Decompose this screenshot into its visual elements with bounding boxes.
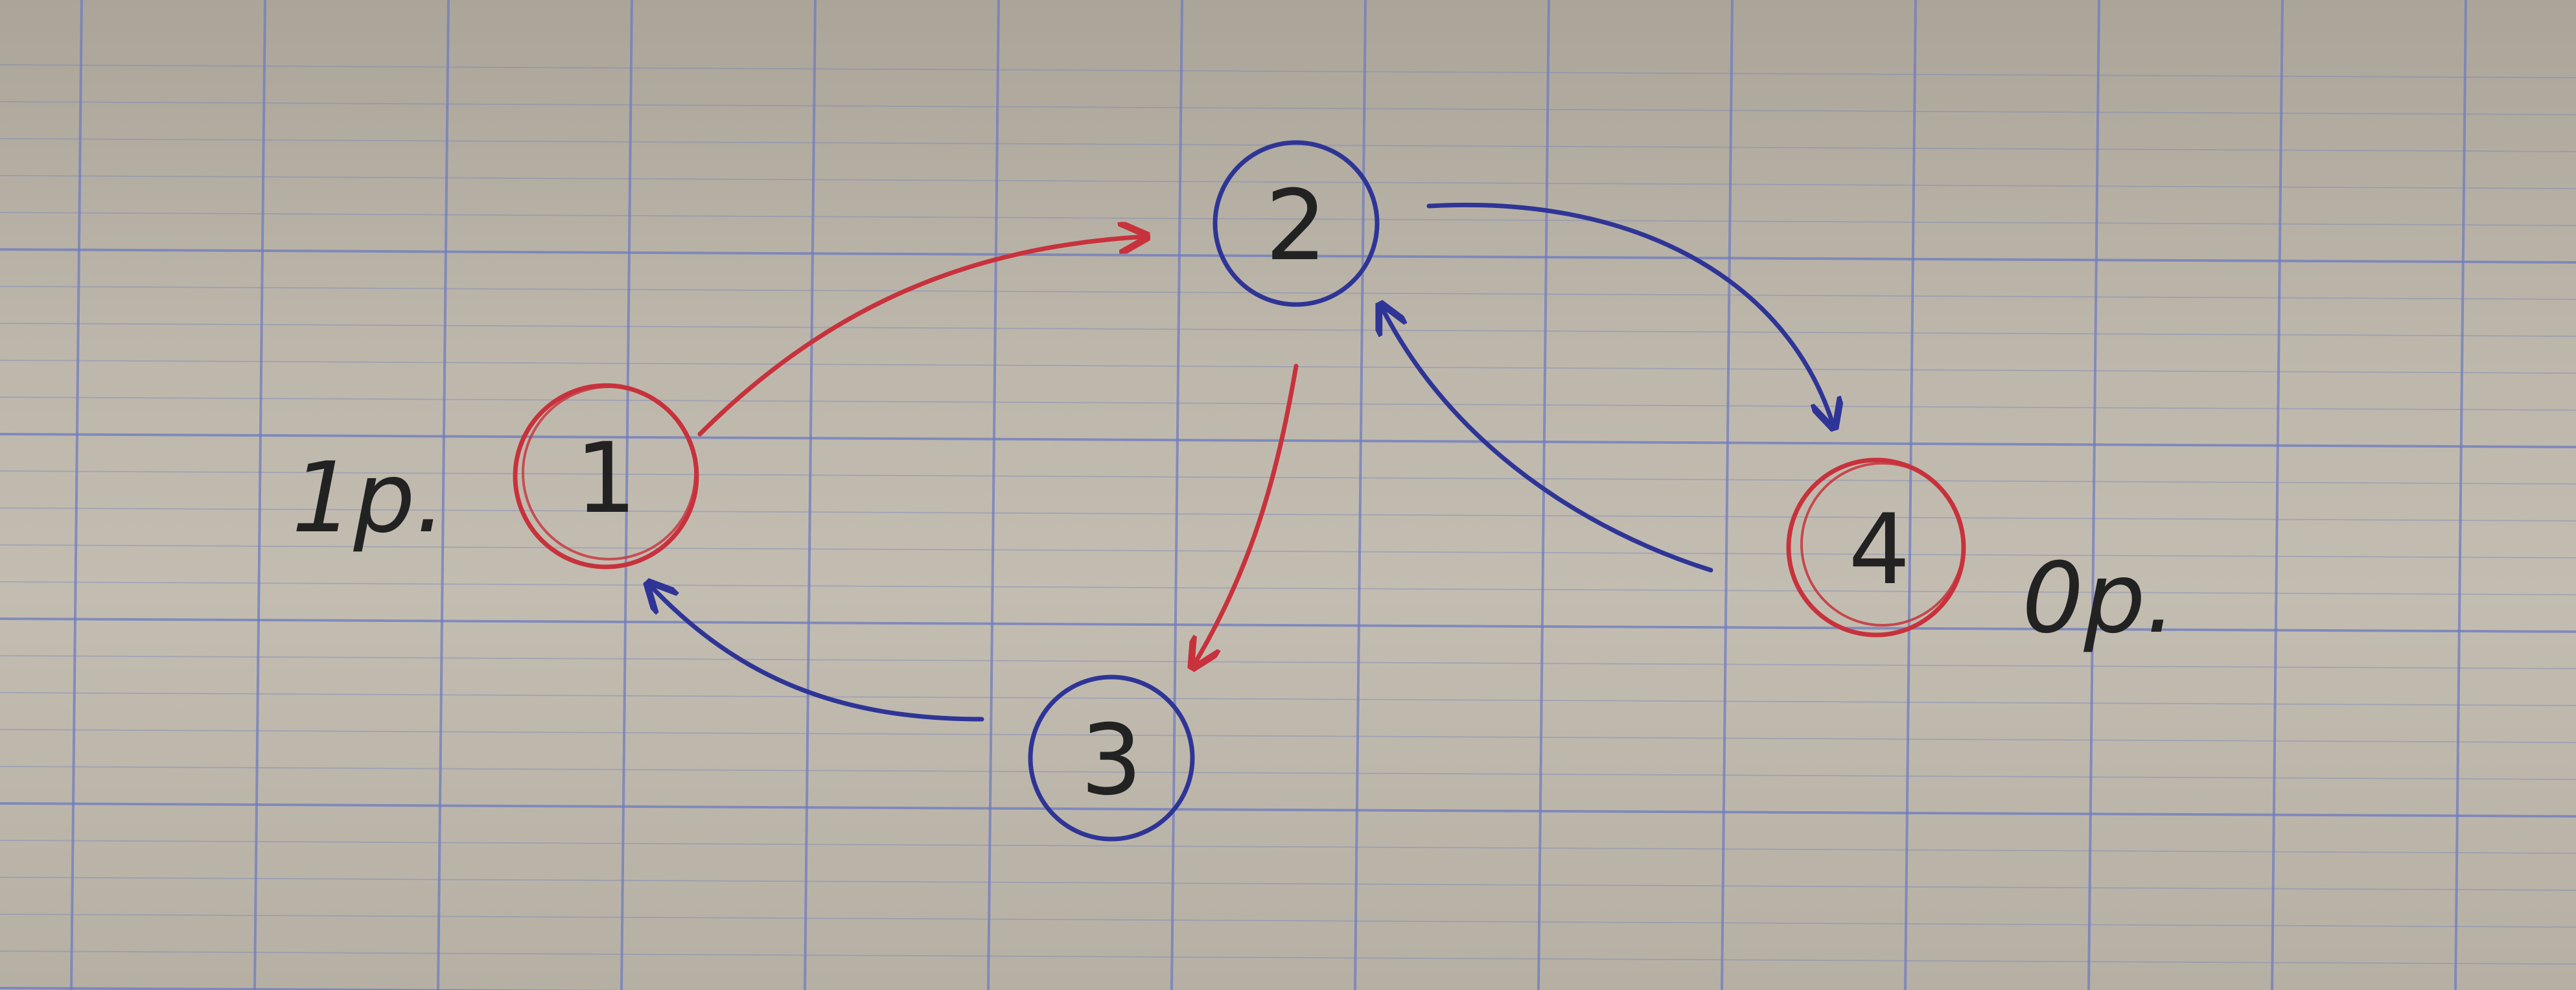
grid-minor-line: [0, 655, 2576, 669]
grid-horizontal-line: [0, 802, 2576, 818]
node-3: 3: [1028, 674, 1195, 842]
node-1: 1: [513, 383, 699, 570]
edge-4-to-2: [1380, 305, 1713, 573]
grid-vertical-line: [1537, 0, 1550, 990]
node-4: 4: [1786, 457, 1966, 638]
grid-vertical-line: [987, 0, 1000, 990]
grid-vertical-line: [1170, 0, 1183, 990]
node-3-label: 3: [1080, 704, 1142, 817]
grid-vertical-line: [1904, 0, 1917, 990]
node-1-ring-retrace: [522, 386, 697, 560]
grid-horizontal-line: [0, 617, 2576, 633]
grid-minor-line: [0, 766, 2576, 780]
edge-2-to-4: [1426, 202, 1834, 428]
grid-vertical-line: [2271, 0, 2284, 990]
node-1-ring: [513, 383, 699, 570]
grid-minor-line: [0, 323, 2576, 337]
node-4-annotation: 0p.: [2022, 542, 2176, 655]
node-1-label: 1: [575, 422, 636, 535]
node-2: 2: [1213, 140, 1380, 307]
grid-minor-line: [0, 840, 2576, 854]
grid-vertical-line: [1354, 0, 1367, 990]
grid-horizontal-line: [0, 433, 2576, 448]
grid-horizontal-line: [0, 248, 2576, 264]
grid-minor-line: [0, 212, 2576, 226]
grid-minor-line: [0, 729, 2576, 743]
node-4-ring-retrace: [1800, 462, 1965, 627]
grid-minor-line: [0, 433, 2576, 448]
grid-vertical-line: [2087, 0, 2100, 990]
grid-minor-line: [0, 544, 2576, 558]
grid-vertical-line: [1721, 0, 1734, 990]
node-1-annotation: 1p.: [292, 442, 446, 555]
grid-minor-line: [0, 950, 2576, 965]
grid-minor-line: [0, 360, 2576, 374]
grid-minor-line: [0, 877, 2576, 891]
edge-3-to-1: [648, 583, 984, 722]
grid-minor-line: [0, 64, 2576, 78]
grid-vertical-line: [253, 0, 266, 990]
node-3-ring: [1028, 674, 1195, 842]
node-2-ring: [1213, 140, 1380, 307]
edge-2-to-3: [1192, 363, 1299, 667]
grid-minor-line: [0, 803, 2576, 817]
grid-vertical-line: [804, 0, 817, 990]
grid-vertical-line: [70, 0, 83, 990]
grid-minor-line: [0, 470, 2576, 485]
node-4-label: 4: [1848, 494, 1910, 606]
edge-1-to-2: [697, 236, 1147, 437]
grid-minor-line: [0, 581, 2576, 595]
grid-minor-line: [0, 692, 2576, 706]
grid-vertical-line: [620, 0, 633, 990]
grid-minor-line: [0, 286, 2576, 300]
grid-minor-line: [0, 175, 2576, 189]
grid-minor-line: [0, 507, 2576, 522]
grid-minor-line: [0, 618, 2576, 632]
grid-minor-line: [0, 101, 2576, 115]
grid-vertical-line: [437, 0, 450, 990]
node-2-label: 2: [1265, 170, 1327, 282]
grid-minor-line: [0, 914, 2576, 928]
grid-minor-line: [0, 249, 2576, 263]
grid-vertical-line: [2454, 0, 2467, 990]
